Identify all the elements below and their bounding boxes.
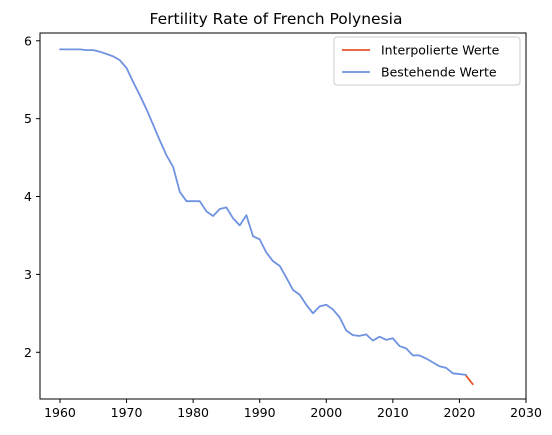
plot-frame bbox=[39, 32, 527, 400]
x-tick-label: 2000 bbox=[310, 405, 342, 420]
legend: Interpolierte Werte Bestehende Werte bbox=[333, 36, 521, 86]
series-line-0 bbox=[465, 374, 474, 386]
x-tick-label: 2010 bbox=[377, 405, 409, 420]
x-tick-label: 2020 bbox=[444, 405, 476, 420]
plot-lines bbox=[59, 48, 474, 386]
y-tick-label: 4 bbox=[24, 189, 32, 204]
x-tick-label: 1970 bbox=[111, 405, 143, 420]
x-tick-label: 2030 bbox=[510, 405, 542, 420]
x-tick-label: 1990 bbox=[244, 405, 276, 420]
legend-label-1: Bestehende Werte bbox=[381, 65, 497, 80]
y-tick-label: 5 bbox=[24, 111, 32, 126]
y-tick-label: 2 bbox=[24, 345, 32, 360]
axes: 1960 1970 1980 1990 2000 2010 2020 2030 2 3 4 5 6 bbox=[24, 32, 542, 420]
series-line-1 bbox=[59, 48, 467, 376]
y-tick-label: 6 bbox=[24, 33, 32, 48]
chart-title: Fertility Rate of French Polynesia bbox=[150, 10, 403, 28]
legend-label-0: Interpolierte Werte bbox=[381, 43, 500, 58]
legend-box bbox=[333, 36, 521, 86]
y-tick-label: 3 bbox=[24, 267, 32, 282]
x-tick-label: 1960 bbox=[44, 405, 76, 420]
x-tick-label: 1980 bbox=[177, 405, 209, 420]
